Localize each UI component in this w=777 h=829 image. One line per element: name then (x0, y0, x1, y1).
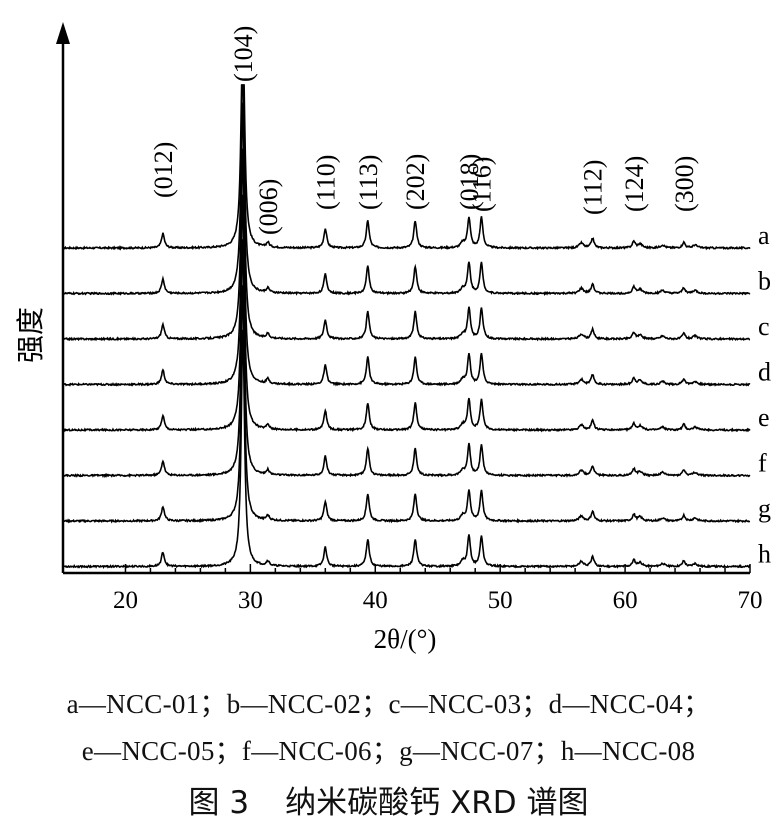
axes (56, 22, 750, 575)
x-tick-label: 60 (613, 587, 638, 614)
trace-a (62, 84, 751, 251)
trace-label-a: a (758, 221, 770, 250)
figure-title: 纳米碳酸钙 XRD 谱图 (285, 785, 589, 821)
peak-label: (006) (254, 179, 283, 235)
figure-number: 图 3 (188, 785, 250, 821)
peak-labels: (012) (104) (006) (110) (113) (202) (018)(116)… (149, 26, 699, 235)
legend-line-1: a—NCC-01；b—NCC-02；c—NCC-03；d—NCC-04； (66, 689, 711, 719)
peak-label: (124) (620, 156, 649, 212)
x-tick-label: 30 (238, 587, 263, 614)
y-axis-arrow (56, 22, 70, 44)
trace-e (62, 194, 751, 433)
peak-label: (116) (467, 157, 496, 212)
peak-label: (110) (311, 155, 340, 210)
trace-label-b: b (758, 267, 771, 296)
trace-label-c: c (758, 312, 770, 341)
peak-label: (113) (354, 155, 383, 210)
peak-label: (112) (579, 160, 608, 215)
peak-label: (300) (670, 156, 699, 212)
trace-label-h: h (758, 540, 771, 569)
y-axis-label: 强度 (14, 307, 47, 363)
x-tick-label: 20 (113, 587, 138, 614)
trace-d (62, 148, 751, 387)
trace-c (62, 102, 751, 342)
trace-g (62, 285, 751, 524)
trace-label-e: e (758, 403, 770, 432)
trace-b (62, 84, 751, 296)
trace-label-d: d (758, 358, 771, 387)
x-ticks: 20 30 40 50 60 70 (113, 564, 763, 614)
peak-label: (012) (149, 142, 178, 198)
x-tick-label: 40 (363, 587, 388, 614)
trace-label-f: f (758, 449, 767, 478)
figure-caption: 图 3 纳米碳酸钙 XRD 谱图 (0, 777, 777, 822)
x-axis-label: 2θ/(°) (374, 624, 437, 654)
trace-h (63, 329, 751, 569)
x-tick-label: 50 (488, 587, 513, 614)
trace-label-g: g (758, 494, 771, 523)
trace-f (62, 239, 751, 479)
peak-label: (202) (401, 154, 430, 210)
x-tick-label: 70 (738, 587, 763, 614)
peak-label: (018) (455, 154, 484, 210)
peak-label: (104) (229, 26, 258, 82)
legend-line-2: e—NCC-05；f—NCC-06；g—NCC-07；h—NCC-08 (81, 736, 696, 766)
